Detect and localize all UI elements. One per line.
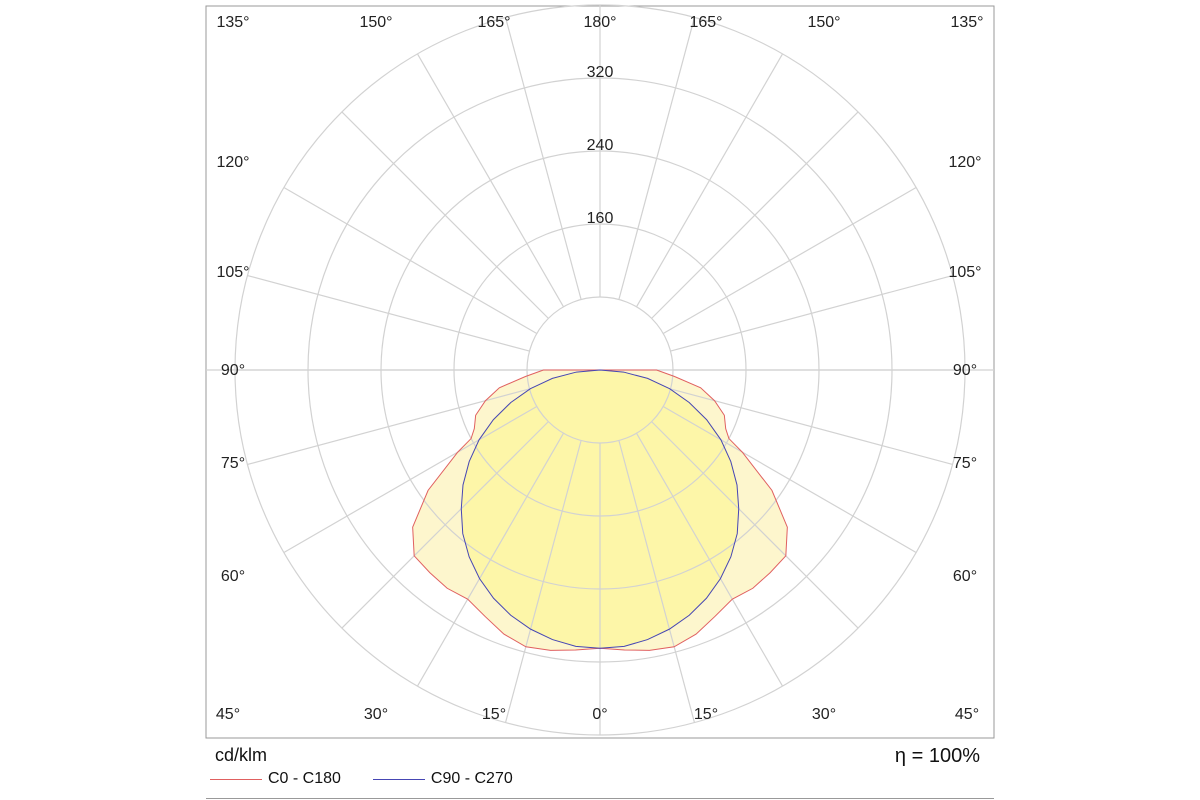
- angle-label-bottom-6: 45°: [955, 706, 979, 723]
- grid-spoke-195: [504, 17, 582, 300]
- angle-label-right-1: 105°: [948, 264, 981, 281]
- angle-label-top-2: 165°: [477, 14, 510, 31]
- grid-spoke-210: [416, 53, 565, 308]
- grid-spoke-315: [341, 421, 549, 629]
- angle-label-left-0: 120°: [216, 154, 249, 171]
- angle-label-bottom-1: 30°: [364, 706, 388, 723]
- grid-spoke-135: [651, 111, 859, 319]
- angle-label-bottom-3: 0°: [592, 706, 607, 723]
- angle-label-bottom-2: 15°: [482, 706, 506, 723]
- legend-swatch-c90-c270: [372, 778, 425, 780]
- legend-label-c0-c180: C0 - C180: [268, 770, 341, 787]
- legend-item-c0-c180: C0 - C180: [210, 770, 341, 788]
- angle-label-right-0: 120°: [948, 154, 981, 171]
- grid-spoke-15: [618, 440, 696, 723]
- angle-label-left-2: 90°: [221, 362, 245, 379]
- grid-spoke-120: [662, 186, 917, 335]
- grid-spoke-300: [283, 405, 538, 554]
- efficiency-label: η = 100%: [894, 745, 980, 767]
- grid-spoke-165: [618, 17, 696, 300]
- grid-spoke-255: [247, 274, 530, 352]
- grid-spoke-30: [635, 432, 784, 687]
- grid-spoke-345: [504, 440, 582, 723]
- unit-label: cd/klm: [215, 745, 268, 765]
- angle-label-top-5: 150°: [807, 14, 840, 31]
- angle-label-left-1: 105°: [216, 264, 249, 281]
- grid-spoke-240: [283, 186, 538, 335]
- grid-spoke-330: [416, 432, 565, 687]
- grid-spoke-105: [670, 274, 953, 352]
- legend-swatch-c0-c180: [210, 778, 262, 780]
- grid-spoke-150: [635, 53, 784, 308]
- radial-tick-label-160: 160: [587, 210, 614, 227]
- radial-tick-label-320: 320: [587, 64, 614, 81]
- grid-spoke-60: [662, 405, 917, 554]
- angle-label-right-4: 60°: [953, 568, 977, 585]
- angle-label-right-3: 75°: [953, 455, 977, 472]
- angle-label-top-3: 180°: [583, 14, 616, 31]
- angle-label-right-2: 90°: [953, 362, 977, 379]
- angle-label-top-4: 165°: [689, 14, 722, 31]
- legend-item-c90-c270: C90 - C270: [372, 770, 513, 788]
- angle-label-top-0: 135°: [216, 14, 249, 31]
- legend-label-c90-c270: C90 - C270: [430, 770, 513, 787]
- angle-label-bottom-4: 15°: [694, 706, 718, 723]
- curve-lines: [412, 369, 788, 651]
- grid-spoke-225: [341, 111, 549, 319]
- legend: C0 - C180 C90 - C270: [210, 770, 545, 788]
- angle-label-left-4: 60°: [221, 568, 245, 585]
- grid-spoke-285: [247, 388, 530, 466]
- grid-spoke-75: [670, 388, 953, 466]
- axis-labels: 160 240 320 135° 150° 165° 180° 165° 150° 135° 45°…: [216, 14, 984, 723]
- angle-label-top-6: 135°: [950, 14, 983, 31]
- series-line-1: [460, 369, 740, 649]
- angle-label-bottom-0: 45°: [216, 706, 240, 723]
- bottom-rule: [206, 798, 994, 799]
- radial-tick-label-240: 240: [587, 137, 614, 154]
- angle-label-bottom-5: 30°: [812, 706, 836, 723]
- angle-label-left-3: 75°: [221, 455, 245, 472]
- angle-label-top-1: 150°: [359, 14, 392, 31]
- grid-spoke-45: [651, 421, 859, 629]
